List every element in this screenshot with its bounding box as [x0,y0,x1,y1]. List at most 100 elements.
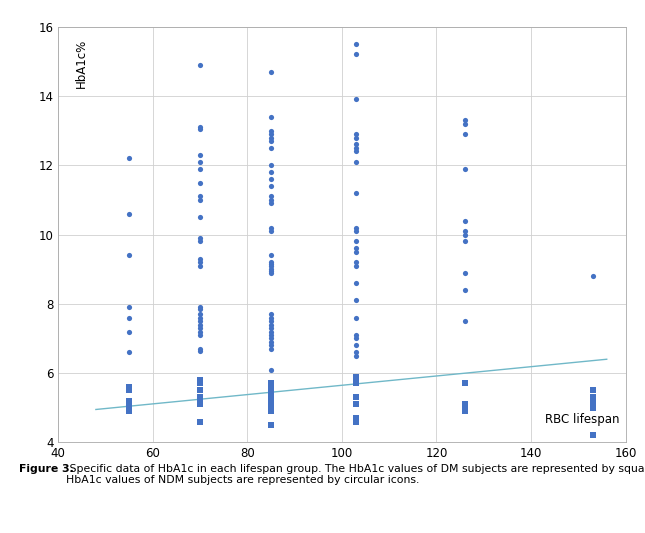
Point [266,262,276,270]
Point [266,334,276,343]
Point [266,366,276,374]
Point [351,158,361,166]
Point [195,61,205,69]
Point [351,227,361,236]
Point [195,330,205,340]
Point [351,330,361,340]
Point [266,310,276,319]
Point [351,258,361,266]
Point [195,376,205,384]
Point [266,130,276,139]
Point [460,403,470,412]
Point [351,247,361,256]
Text: Specific data of HbA1c in each lifespan group. The HbA1c values of DM subjects a: Specific data of HbA1c in each lifespan … [66,464,645,486]
Point [460,227,470,236]
Point [460,379,470,388]
Point [195,320,205,329]
Point [195,192,205,201]
Point [124,348,134,357]
Point [460,286,470,294]
Point [351,296,361,305]
Point [266,251,276,260]
Point [351,244,361,253]
Point [195,386,205,394]
Point [266,320,276,329]
Point [266,182,276,190]
Point [351,40,361,49]
Point [266,386,276,394]
Point [351,417,361,426]
Point [195,310,205,319]
Point [195,262,205,270]
Point [195,417,205,426]
Point [266,393,276,402]
Point [195,397,205,405]
Point [351,223,361,232]
Point [124,303,134,311]
Point [124,386,134,394]
Point [351,147,361,156]
Point [266,161,276,169]
Point [124,327,134,336]
Point [460,116,470,125]
Point [351,341,361,350]
Point [460,130,470,139]
Point [266,175,276,183]
Point [588,403,598,412]
Point [460,269,470,277]
Point [351,348,361,357]
Point [124,154,134,163]
Point [351,379,361,388]
Text: RBC lifespan: RBC lifespan [546,413,620,426]
Point [195,305,205,313]
Point [266,400,276,409]
Point [588,386,598,394]
Point [460,407,470,416]
Point [351,393,361,402]
Point [266,126,276,135]
Point [195,150,205,159]
Point [351,237,361,246]
Point [351,133,361,142]
Point [124,407,134,416]
Point [460,119,470,128]
Point [266,137,276,146]
Point [266,338,276,346]
Point [266,260,276,268]
Point [588,397,598,405]
Point [195,178,205,187]
Point [195,345,205,353]
Point [266,168,276,176]
Point [266,397,276,405]
Point [195,400,205,409]
Point [460,237,470,246]
Point [588,393,598,402]
Point [124,400,134,409]
Text: Figure 3.: Figure 3. [19,464,74,474]
Point [266,421,276,430]
Point [195,158,205,166]
Point [351,140,361,149]
Point [266,265,276,273]
Point [266,227,276,236]
Point [266,196,276,204]
Point [195,379,205,388]
Point [124,383,134,391]
Point [195,237,205,246]
Point [588,431,598,440]
Point [195,393,205,402]
Point [195,258,205,266]
Point [266,192,276,201]
Point [351,372,361,381]
Point [195,398,205,407]
Point [460,164,470,173]
Point [351,414,361,422]
Point [266,407,276,416]
Point [195,164,205,173]
Point [195,123,205,132]
Point [266,324,276,333]
Point [195,303,205,311]
Point [266,383,276,391]
Point [588,272,598,280]
Point [266,68,276,76]
